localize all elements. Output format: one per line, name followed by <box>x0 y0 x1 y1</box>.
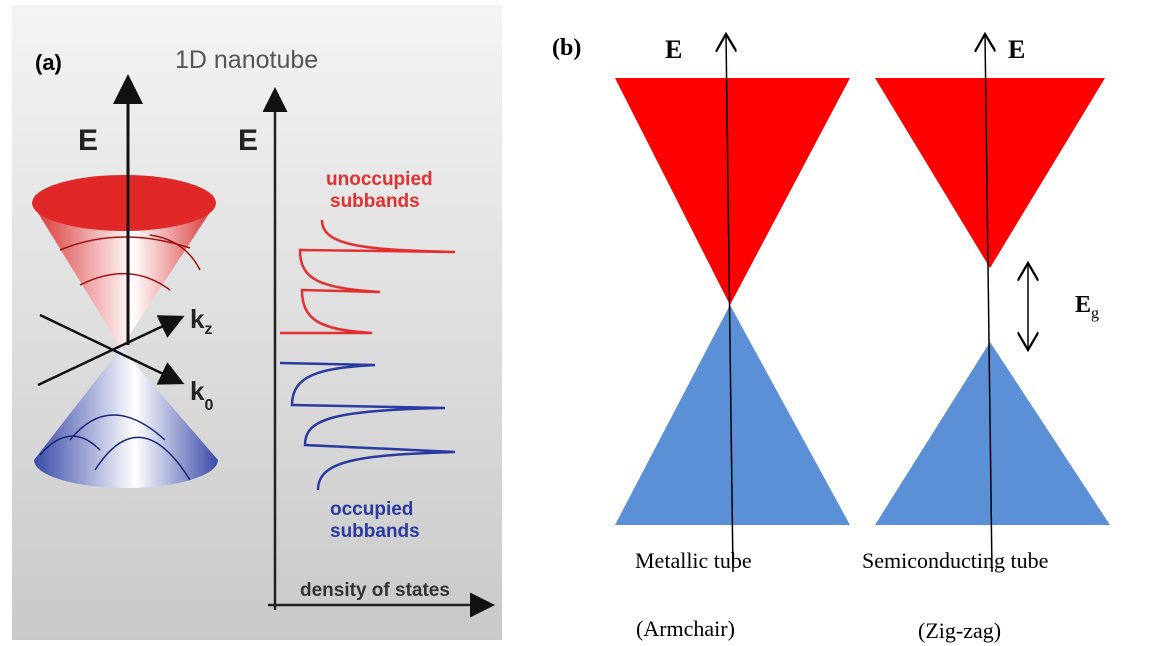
gap-base: E <box>1075 292 1091 318</box>
caption-type: (Zig-zag) <box>918 618 1001 643</box>
panel-a-background <box>12 5 502 640</box>
k0-base: k <box>190 376 205 406</box>
panel-label: (a) <box>35 50 62 75</box>
label-line: unoccupied <box>326 169 433 190</box>
caption: Semiconducting tube <box>862 548 1048 573</box>
label-line: subbands <box>330 191 420 212</box>
energy-label: E <box>78 124 98 157</box>
valence-band <box>875 342 1110 525</box>
panel-label: (b) <box>552 35 581 61</box>
energy-label: E <box>665 35 682 64</box>
kz-base: k <box>190 304 205 334</box>
kz-sub: z <box>204 321 212 338</box>
gap-label: Eg <box>1075 292 1099 322</box>
caption: Metallic tube <box>635 548 752 573</box>
panel-title: 1D nanotube <box>175 46 318 74</box>
conduction-band <box>615 78 850 305</box>
figure: (a) 1D nanotube E kz k0 E unoccupiedsubb… <box>0 0 1175 646</box>
caption-type: (Armchair) <box>636 616 735 641</box>
conduction-band <box>875 78 1105 268</box>
label-line: subbands <box>330 521 420 542</box>
dos-label: density of states <box>300 580 450 601</box>
panel-b: (b) E Metallic tube (Armchair) E Eg Semi… <box>552 34 1110 643</box>
k0-sub: 0 <box>204 397 213 414</box>
cone-top <box>32 175 216 231</box>
dos-energy-label: E <box>238 124 258 157</box>
label-line: occupied <box>330 499 413 520</box>
energy-label: E <box>1008 35 1025 64</box>
gap-sub: g <box>1091 305 1099 322</box>
